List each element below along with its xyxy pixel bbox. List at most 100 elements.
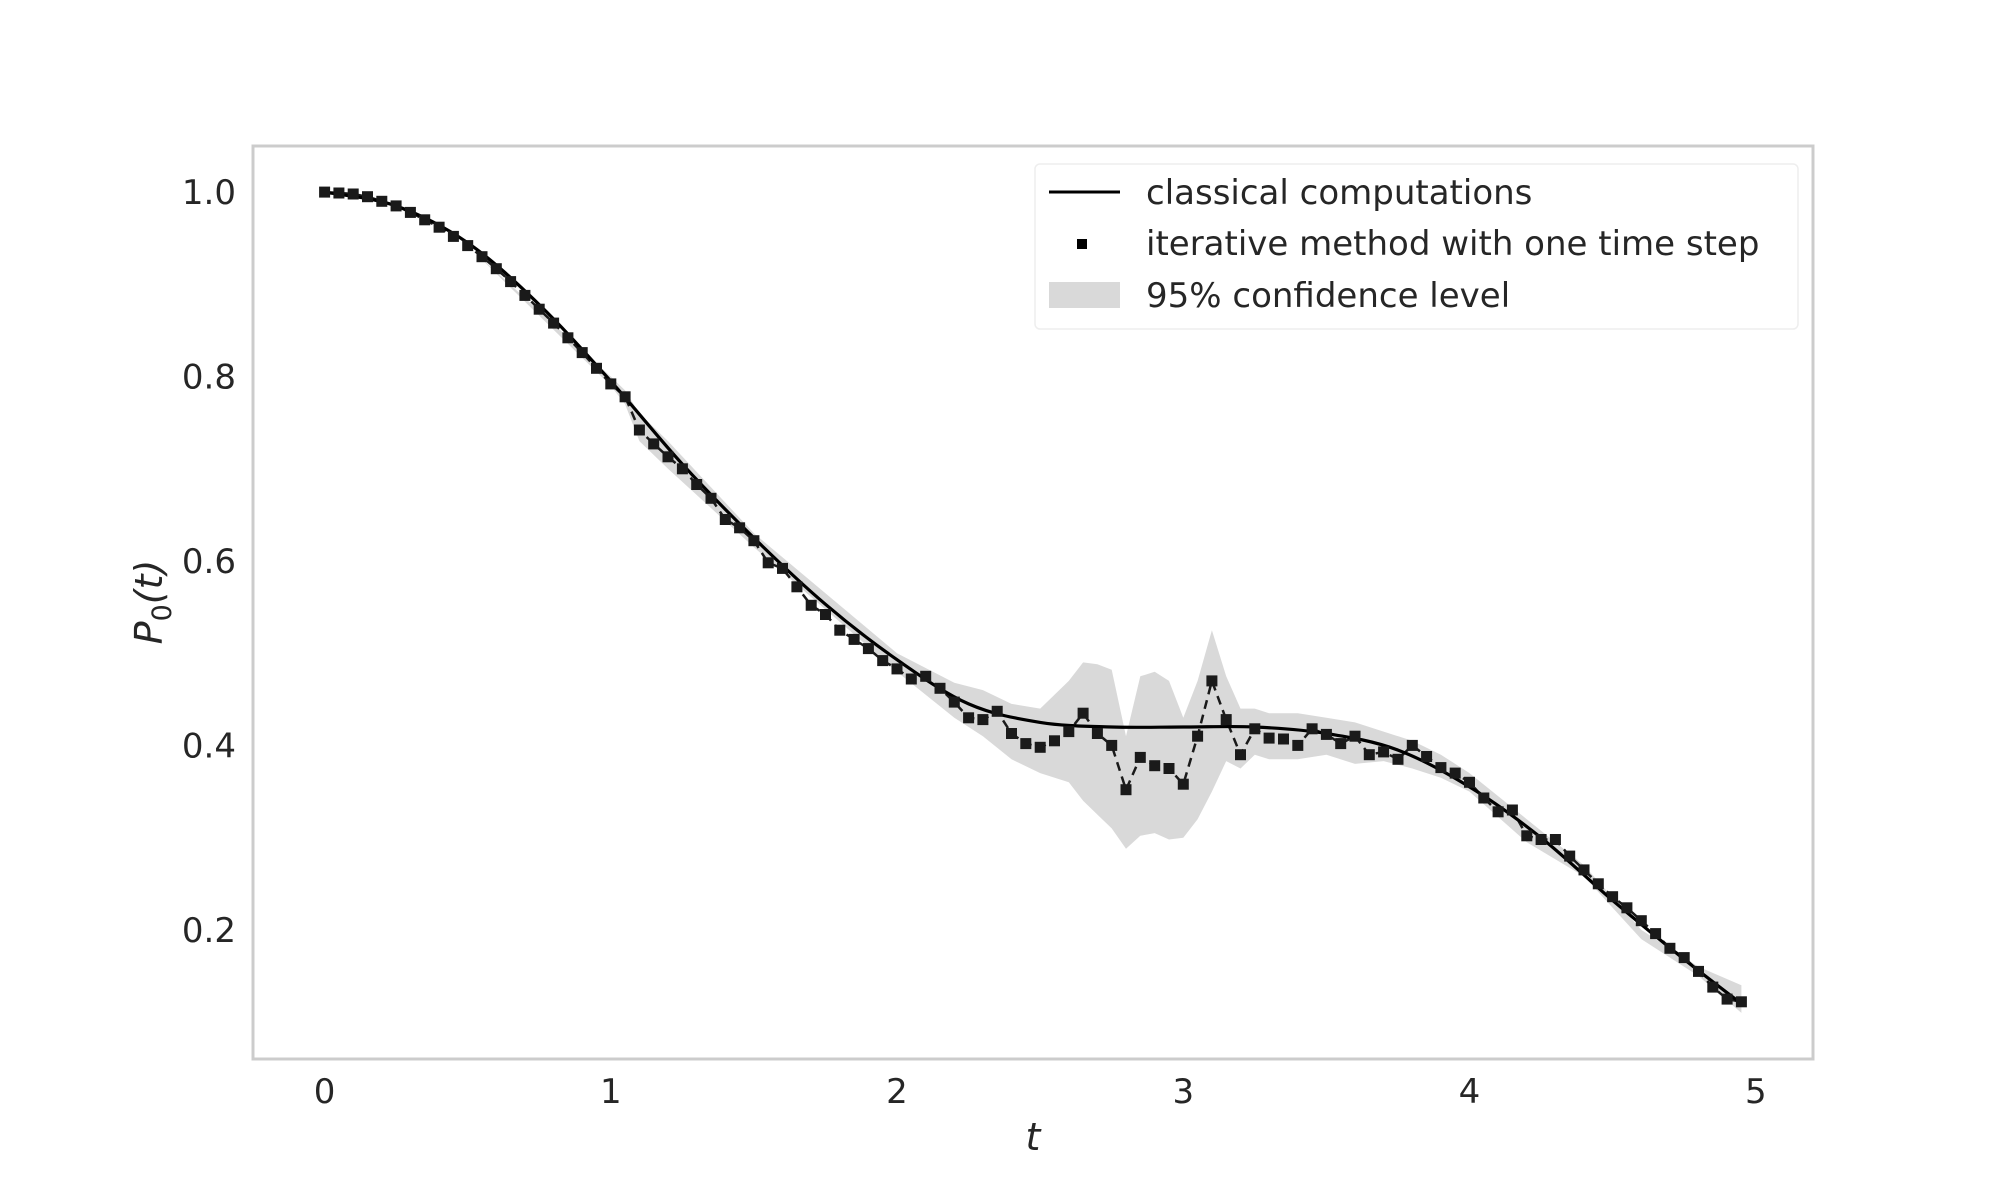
legend-marker-swatch <box>1077 239 1087 249</box>
iterative-point <box>1421 751 1433 762</box>
iterative-point <box>1607 891 1619 903</box>
iterative-point <box>1707 981 1719 993</box>
iterative-point <box>762 557 774 569</box>
iterative-point <box>848 633 860 645</box>
iterative-point <box>1678 952 1690 964</box>
iterative-point <box>934 682 946 694</box>
iterative-point <box>1134 751 1146 763</box>
iterative-point <box>1721 993 1733 1005</box>
iterative-point <box>1549 834 1561 845</box>
legend-label-iterative: iterative method with one time step <box>1146 224 1759 264</box>
iterative-point <box>1292 739 1304 751</box>
x-tick-label: 2 <box>886 1072 908 1112</box>
iterative-point <box>562 332 574 344</box>
iterative-point <box>1235 749 1246 761</box>
legend-band-swatch <box>1049 282 1120 308</box>
iterative-point <box>1206 675 1218 687</box>
y-tick-label: 0.2 <box>182 911 236 951</box>
legend: classical computations iterative method … <box>1034 163 1799 330</box>
iterative-point <box>963 712 975 724</box>
y-axis-label-tail: (t) <box>127 560 171 605</box>
iterative-point <box>777 562 788 574</box>
iterative-point <box>1592 878 1604 890</box>
iterative-point <box>1635 915 1647 927</box>
iterative-point <box>490 263 502 275</box>
y-tick-label: 1.0 <box>182 173 236 213</box>
iterative-point <box>1521 830 1533 842</box>
iterative-point <box>1349 730 1361 742</box>
iterative-point <box>533 303 545 315</box>
iterative-point <box>676 463 688 475</box>
legend-label-classical: classical computations <box>1146 173 1532 213</box>
iterative-point <box>977 714 989 726</box>
iterative-point <box>1177 778 1189 790</box>
iterative-point <box>920 670 932 682</box>
iterative-point <box>1192 730 1204 742</box>
iterative-point <box>1392 753 1404 765</box>
iterative-point <box>748 535 760 547</box>
iterative-point <box>1650 928 1662 940</box>
iterative-point <box>1063 726 1075 738</box>
iterative-point <box>891 663 903 675</box>
iterative-point <box>1693 965 1704 977</box>
iterative-point <box>1664 942 1676 954</box>
y-tick-label: 0.6 <box>182 542 236 582</box>
y-axis-label-main: P <box>127 621 171 644</box>
iterative-point <box>462 240 474 252</box>
iterative-point <box>519 289 531 301</box>
iterative-point <box>404 206 416 218</box>
iterative-point <box>1464 776 1475 788</box>
iterative-point <box>605 378 617 390</box>
iterative-point <box>948 696 960 708</box>
iterative-point <box>1034 741 1046 753</box>
iterative-point <box>1378 746 1390 758</box>
iterative-point <box>1492 806 1504 818</box>
iterative-point <box>619 391 631 403</box>
y-axis-label-subscript: 0 <box>147 604 178 621</box>
iterative-point <box>390 200 402 212</box>
x-tick-label: 5 <box>1745 1072 1767 1112</box>
x-tick-labels: 0 1 2 3 4 5 <box>314 1072 1767 1112</box>
iterative-point <box>447 230 459 242</box>
y-tick-label: 0.8 <box>182 358 236 398</box>
iterative-point <box>319 186 331 198</box>
iterative-point <box>1621 902 1633 914</box>
iterative-point <box>719 514 731 525</box>
iterative-point <box>1506 804 1518 816</box>
iterative-point <box>1278 733 1289 745</box>
iterative-point <box>1564 850 1576 862</box>
iterative-point <box>705 492 717 504</box>
legend-box <box>1034 163 1799 330</box>
iterative-point <box>476 251 488 263</box>
y-tick-label: 0.4 <box>182 726 236 766</box>
iterative-point <box>1249 723 1261 735</box>
iterative-point <box>1120 784 1132 796</box>
iterative-point <box>419 214 431 226</box>
iterative-point <box>1735 996 1747 1008</box>
iterative-point <box>1149 760 1161 772</box>
iterative-point <box>662 451 674 463</box>
iterative-point <box>1091 728 1103 739</box>
iterative-point <box>548 317 560 329</box>
iterative-point <box>576 347 588 359</box>
iterative-point <box>1478 792 1490 804</box>
iterative-point <box>362 191 373 203</box>
iterative-point <box>633 424 645 436</box>
iterative-point <box>1220 714 1232 726</box>
iterative-point <box>805 599 817 611</box>
iterative-point <box>1335 738 1347 750</box>
iterative-point <box>333 187 345 199</box>
x-tick-label: 0 <box>314 1072 336 1112</box>
iterative-point <box>433 221 445 233</box>
iterative-point <box>1306 723 1318 735</box>
iterative-point <box>1163 763 1175 774</box>
iterative-point <box>1006 728 1017 739</box>
legend-label-confidence: 95% confidence level <box>1146 276 1510 316</box>
iterative-point <box>991 705 1003 717</box>
x-axis-label: t <box>1026 1115 1043 1159</box>
iterative-point <box>1449 767 1461 779</box>
iterative-point <box>1363 749 1375 761</box>
iterative-point <box>834 624 846 636</box>
iterative-point <box>877 655 889 667</box>
marker-layer <box>319 186 1747 1008</box>
